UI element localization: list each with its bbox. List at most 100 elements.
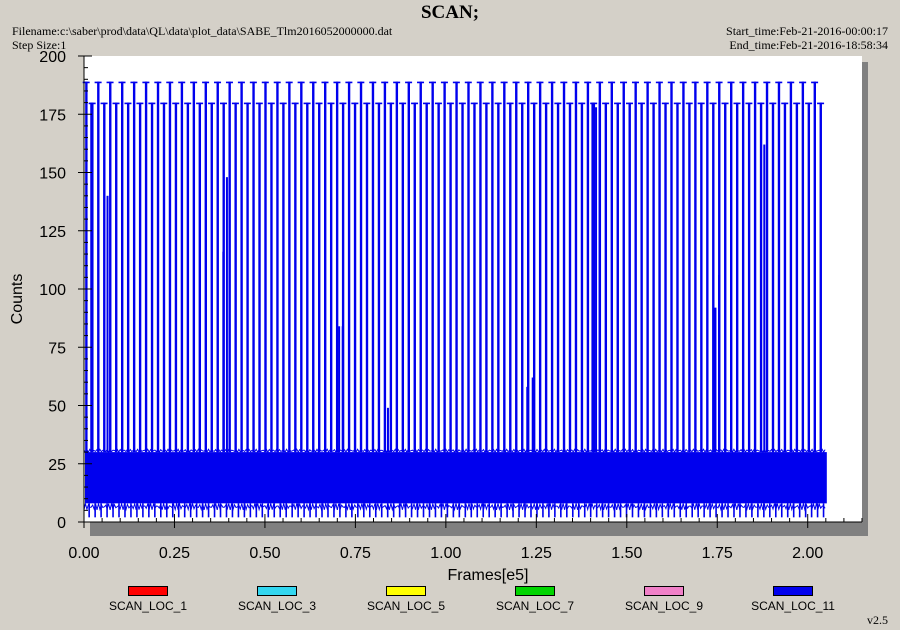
file-info: Filename:c:\saber\prod\data\QL\data\plot… (12, 24, 392, 52)
series-scan-peak-cap (399, 102, 407, 105)
series-scan-peak (813, 81, 816, 453)
series-scan-peak (730, 81, 733, 453)
series-scan-dip (494, 503, 496, 518)
series-scan-dip (780, 503, 783, 518)
series-scan-peak-cap (512, 81, 520, 84)
series-scan-dip (655, 503, 658, 518)
series-scan-peak-cap (411, 102, 419, 105)
series-scan-peak-cap (781, 102, 789, 105)
series-scan-peak-cap (303, 102, 311, 105)
series-scan-peak (413, 102, 416, 453)
series-scan-peak-cap (673, 102, 681, 105)
series-scan-peak-cap (112, 102, 120, 105)
series-scan-peak-cap (709, 102, 717, 105)
series-scan-peak (246, 102, 249, 453)
series-scan-peak (694, 81, 697, 453)
legend-swatch (257, 586, 297, 596)
series-scan-dip (303, 503, 305, 518)
legend-swatch (128, 586, 168, 596)
x-tick-label: 0.00 (68, 545, 99, 562)
legend-item: SCAN_LOC_11 (733, 586, 853, 613)
series-scan-dip (470, 503, 473, 518)
series-scan-peak-cap (661, 102, 669, 105)
series-scan-peak-cap (315, 102, 323, 105)
series-scan-peak (126, 102, 130, 453)
series-scan-peak (718, 81, 721, 453)
series-scan-peak-cap (202, 81, 210, 84)
series-scan-dip (822, 503, 825, 518)
series-scan-peak (198, 102, 202, 453)
series-scan-peak (670, 81, 673, 453)
series-scan-dip (524, 503, 526, 518)
series-scan-peak-cap (154, 81, 162, 84)
legend-label: SCAN_LOC_5 (366, 599, 446, 613)
series-scan-peak (365, 102, 369, 453)
series-scan-peak-cap (769, 102, 777, 105)
x-axis-label: Frames[e5] (448, 567, 529, 584)
series-scan-dip (745, 503, 747, 518)
series-scan-dip (804, 503, 807, 518)
series-scan-peak (634, 81, 637, 453)
series-scan-dip (500, 503, 502, 518)
series-spike (341, 326, 344, 453)
series-scan-peak (688, 102, 691, 453)
series-scan-peak (318, 102, 321, 453)
series-scan-peak (628, 102, 631, 453)
series-scan-dip (673, 503, 676, 518)
series-scan-peak-cap (548, 81, 556, 84)
series-scan-peak (216, 81, 219, 453)
series-scan-peak (282, 102, 285, 453)
series-scan-dip (440, 503, 443, 518)
series-scan-dip (165, 503, 168, 518)
series-scan-dip (667, 503, 670, 518)
x-tick-label: 0.25 (159, 545, 190, 562)
series-scan-dip (631, 503, 634, 518)
series-scan-dip (428, 503, 431, 518)
series-scan-peak (377, 102, 381, 453)
series-scan-peak-cap (817, 102, 825, 105)
series-scan-dip (118, 503, 120, 518)
series-scan-peak (724, 102, 727, 453)
series-scan-peak-cap (434, 102, 442, 105)
series-scan-peak-cap (745, 102, 753, 105)
series-scan-dip (339, 503, 341, 518)
series-scan-peak-cap (787, 81, 795, 84)
series-scan-peak-cap (667, 81, 675, 84)
series-scan-peak (168, 81, 172, 453)
series-scan-peak (640, 102, 643, 453)
series-scan-dip (506, 503, 508, 518)
series-scan-peak (115, 102, 118, 453)
series-scan-peak-cap (333, 81, 341, 84)
series-scan-dip (619, 503, 622, 518)
series-scan-peak-cap (172, 102, 180, 105)
series-scan-dip (816, 503, 819, 518)
series-scan-peak (789, 81, 793, 453)
series-scan-dip (363, 503, 365, 518)
series-scan-peak (353, 102, 357, 453)
series-scan-peak (574, 81, 578, 453)
series-scan-peak-cap (793, 102, 801, 105)
legend-swatch (773, 586, 813, 596)
series-scan-peak-cap (345, 81, 353, 84)
series-scan-peak-cap (148, 102, 156, 105)
series-scan-peak-cap (130, 81, 138, 84)
x-tick-label: 2.00 (792, 545, 823, 562)
series-scan-dip (183, 503, 186, 518)
series-scan-peak (270, 102, 273, 453)
series-scan-peak-cap (524, 81, 532, 84)
series-scan-dip (160, 503, 162, 518)
series-scan-dip (416, 503, 419, 518)
legend-item: SCAN_LOC_3 (217, 586, 337, 613)
series-scan-dip (798, 503, 801, 518)
series-scan-dip (177, 503, 180, 518)
series-scan-dip (542, 503, 544, 518)
series-scan-dip (392, 503, 395, 518)
series-scan-dip (637, 503, 640, 518)
series-scan-peak-cap (554, 102, 562, 105)
series-scan-peak (156, 81, 160, 453)
legend-label: SCAN_LOC_3 (237, 599, 317, 613)
series-scan-peak (544, 102, 548, 453)
series-scan-peak (527, 81, 530, 453)
series-spike (338, 326, 341, 453)
series-scan-peak (568, 102, 572, 453)
